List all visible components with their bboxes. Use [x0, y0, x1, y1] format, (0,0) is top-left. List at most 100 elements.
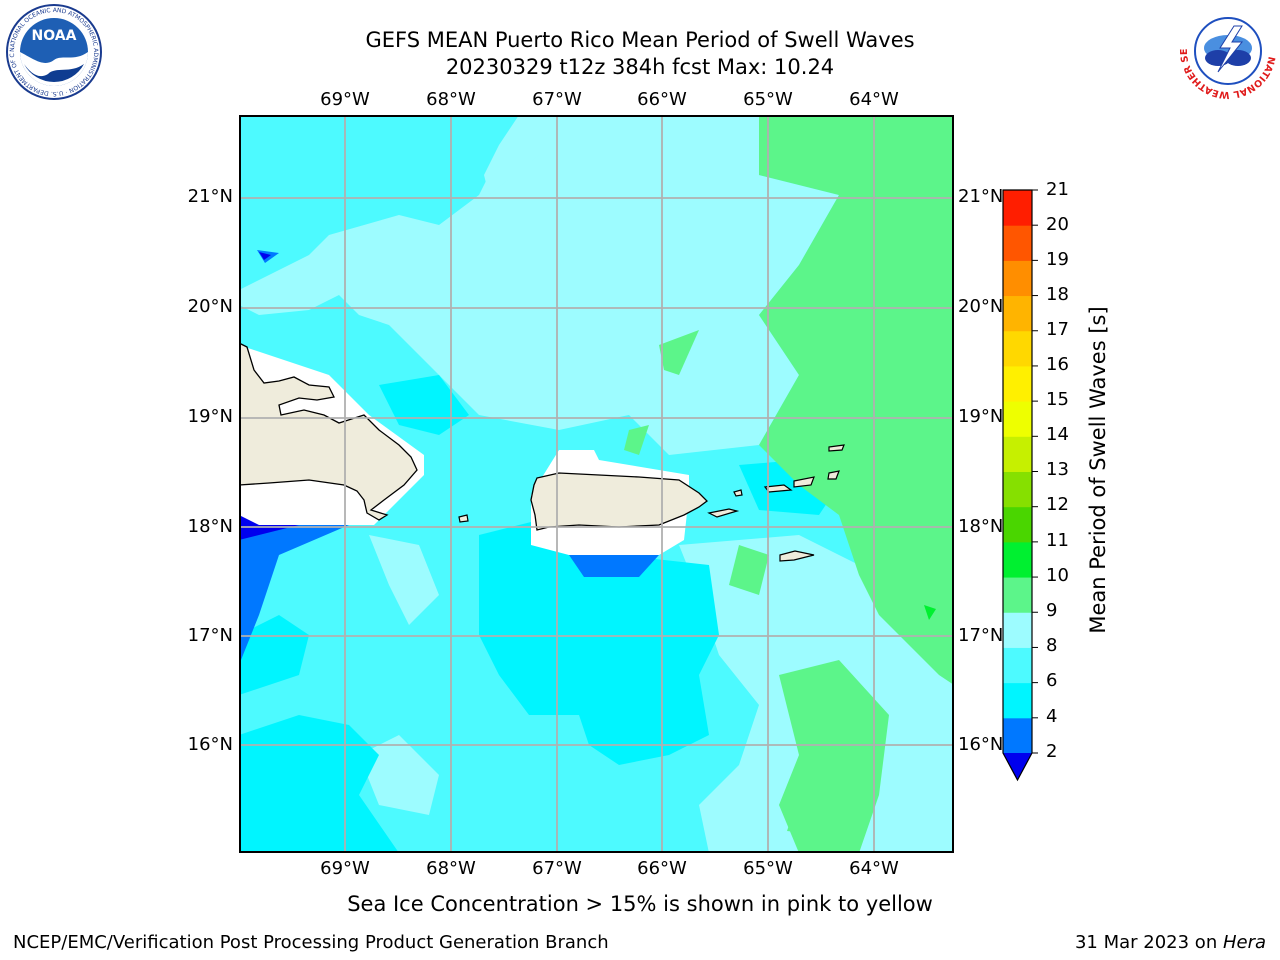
colorbar-tick-label: 12: [1046, 494, 1069, 515]
colorbar-tick-label: 11: [1046, 530, 1069, 551]
top-lon-label: 66°W: [637, 89, 687, 110]
colorbar-tick-label: 6: [1046, 670, 1058, 691]
left-lat-label: 20°N: [187, 296, 233, 317]
puerto-rico-land: [530, 472, 708, 531]
colorbar-segment: [1003, 577, 1032, 613]
noaa-logo: NATIONAL OCEANIC AND ATMOSPHERIC ADMINIS…: [4, 4, 102, 100]
gridlines: [239, 115, 954, 853]
colorbar-outline: [1002, 189, 1033, 782]
colorbar-tick-label: 18: [1046, 284, 1069, 305]
field-9-10: [624, 425, 649, 455]
right-lat-label: 20°N: [958, 296, 1004, 317]
colorbar-tick-label: 21: [1046, 179, 1069, 200]
colorbar-segment: [1003, 295, 1032, 332]
hispaniola-land: [239, 342, 418, 521]
colorbar-segment: [1003, 190, 1032, 226]
colorbar-segment: [1003, 541, 1032, 578]
colorbar-tick-label: 20: [1046, 214, 1069, 235]
colorbar-extend-arrow: [1003, 753, 1032, 780]
field-10-11: [924, 605, 936, 620]
colorbar-tick-label: 4: [1046, 706, 1058, 727]
footer-date: 31 Mar 2023 on Hera: [1075, 932, 1266, 953]
right-lat-label: 17°N: [958, 625, 1004, 646]
bottom-lon-label: 67°W: [532, 858, 582, 879]
colorbar-segment: [1003, 365, 1032, 402]
svg-text:NOAA: NOAA: [32, 28, 77, 44]
field-4-6: [239, 715, 399, 853]
left-lat-label: 21°N: [187, 186, 233, 207]
bottom-lon-label: 65°W: [743, 858, 793, 879]
field-8-9: [484, 115, 559, 195]
nws-logo: NATIONAL WEATHER SERVICE: [1178, 2, 1277, 100]
field-9-10: [659, 330, 699, 375]
field-2-4: [239, 515, 349, 665]
colorbar-tick-label: 8: [1046, 635, 1058, 656]
colorbar-tick-label: 19: [1046, 249, 1069, 270]
footer-date-text: 31 Mar 2023 on: [1074, 932, 1223, 953]
virgin-islands: [827, 470, 840, 480]
colorbar-segment: [1003, 260, 1032, 297]
anegada-island: [828, 444, 845, 452]
vieques-island: [707, 508, 740, 518]
left-lat-label: 18°N: [187, 516, 233, 537]
colorbar-segment: [1003, 612, 1032, 648]
field-4-6: [479, 520, 719, 765]
left-lat-label: 19°N: [187, 406, 233, 427]
right-lat-label: 16°N: [958, 734, 1004, 755]
colorbar-segment: [1003, 401, 1032, 437]
field-9-10: [759, 115, 954, 685]
colorbar-segment: [1003, 436, 1032, 472]
colorbar-segment: [1003, 506, 1032, 543]
field-8-9: [369, 535, 439, 625]
colorbar: [1002, 189, 1038, 782]
colorbar-tick-label: 9: [1046, 600, 1058, 621]
virgin-islands: [793, 476, 815, 488]
right-lat-label: 19°N: [958, 406, 1004, 427]
top-lon-label: 67°W: [532, 89, 582, 110]
bottom-lon-label: 68°W: [426, 858, 476, 879]
field-8-9: [239, 115, 839, 455]
colorbar-tick-label: 14: [1046, 424, 1069, 445]
field-below-2: [259, 252, 271, 260]
top-lon-label: 64°W: [849, 89, 899, 110]
colorbar-tick-label: 15: [1046, 389, 1069, 410]
mona-island: [458, 514, 469, 523]
bottom-lon-label: 69°W: [320, 858, 370, 879]
colorbar-tick-label: 13: [1046, 459, 1069, 480]
top-lon-label: 65°W: [743, 89, 793, 110]
colorbar-tick-label: 2: [1046, 741, 1058, 762]
field-4-6: [379, 375, 469, 435]
colorbar-segment: [1003, 647, 1032, 684]
left-lat-label: 17°N: [187, 625, 233, 646]
colorbar-segment: [1003, 682, 1032, 719]
field-2-4: [569, 555, 659, 577]
right-lat-label: 21°N: [958, 186, 1004, 207]
field-9-10: [729, 545, 769, 595]
culebra-island: [733, 489, 743, 497]
st-croix-island: [779, 550, 815, 562]
right-lat-label: 18°N: [958, 516, 1004, 537]
colorbar-segment: [1003, 330, 1032, 367]
bottom-lon-label: 64°W: [849, 858, 899, 879]
colorbar-label: Mean Period of Swell Waves [s]: [1086, 306, 1110, 634]
top-lon-label: 69°W: [320, 89, 370, 110]
chart-title: GEFS MEAN Puerto Rico Mean Period of Swe…: [365, 28, 915, 52]
colorbar-tick-label: 17: [1046, 319, 1069, 340]
left-lat-label: 16°N: [187, 734, 233, 755]
colorbar-segment: [1003, 471, 1032, 508]
colorbar-segment: [1003, 717, 1032, 754]
footer-branch: NCEP/EMC/Verification Post Processing Pr…: [13, 932, 609, 953]
colorbar-tick-label: 16: [1046, 354, 1069, 375]
colorbar-tick-label: 10: [1046, 565, 1069, 586]
chart-subtitle: 20230329 t12z 384h fcst Max: 10.24: [445, 55, 835, 79]
field-9-10: [787, 825, 809, 833]
swell-period-map: [239, 115, 954, 853]
field-9-10: [779, 660, 889, 853]
field-4-6: [239, 615, 309, 695]
footer-host: Hera: [1222, 932, 1266, 953]
sea-ice-note: Sea Ice Concentration > 15% is shown in …: [347, 892, 933, 916]
bottom-lon-label: 66°W: [637, 858, 687, 879]
colorbar-segment: [1003, 225, 1032, 261]
top-lon-label: 68°W: [426, 89, 476, 110]
map-frame: [239, 115, 954, 853]
